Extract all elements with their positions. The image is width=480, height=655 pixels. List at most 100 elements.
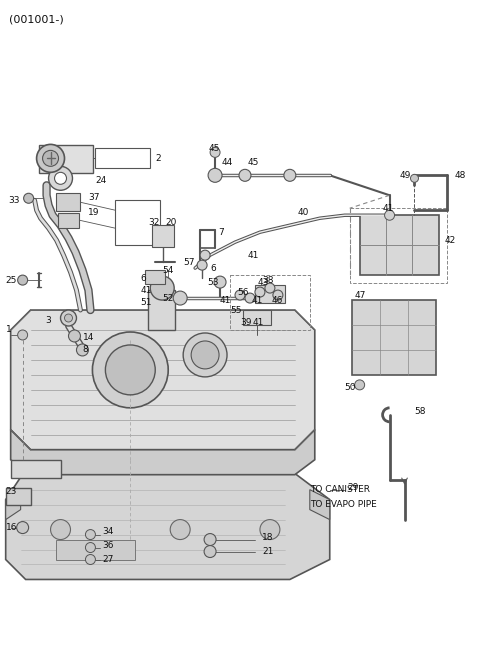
Bar <box>350 208 447 283</box>
Text: 16: 16 <box>6 523 17 532</box>
Text: 20: 20 <box>165 217 177 227</box>
Bar <box>255 285 285 303</box>
Text: 6: 6 <box>140 274 146 282</box>
Text: 39: 39 <box>240 318 252 326</box>
Circle shape <box>18 275 28 285</box>
Circle shape <box>55 172 67 184</box>
Text: 56: 56 <box>237 288 249 297</box>
Polygon shape <box>6 488 31 504</box>
Circle shape <box>204 546 216 557</box>
Circle shape <box>36 144 64 172</box>
Text: 48: 48 <box>455 171 466 180</box>
Circle shape <box>191 341 219 369</box>
Bar <box>352 300 436 375</box>
Circle shape <box>69 330 81 342</box>
Circle shape <box>43 151 59 166</box>
Text: 29: 29 <box>348 483 359 492</box>
Text: 36: 36 <box>102 541 114 550</box>
Circle shape <box>410 174 419 182</box>
Circle shape <box>284 170 296 181</box>
Circle shape <box>93 332 168 408</box>
Polygon shape <box>148 290 175 330</box>
Circle shape <box>170 519 190 540</box>
Text: 41: 41 <box>140 286 152 295</box>
Bar <box>152 225 174 247</box>
Text: 47: 47 <box>355 291 366 299</box>
Text: 23: 23 <box>6 487 17 496</box>
Text: 19: 19 <box>88 208 100 217</box>
Text: 3: 3 <box>46 316 51 324</box>
Circle shape <box>48 166 72 191</box>
Polygon shape <box>11 430 315 475</box>
Circle shape <box>200 250 210 260</box>
Text: 21: 21 <box>262 547 273 556</box>
Text: 44: 44 <box>222 158 233 167</box>
Text: TO CANISTER: TO CANISTER <box>310 485 370 494</box>
Circle shape <box>17 521 29 534</box>
Circle shape <box>204 534 216 546</box>
Text: 24: 24 <box>96 176 107 185</box>
Text: 42: 42 <box>444 236 456 245</box>
Circle shape <box>106 345 155 395</box>
Circle shape <box>214 276 226 288</box>
Bar <box>11 460 60 477</box>
Bar <box>243 310 271 325</box>
Polygon shape <box>11 310 315 450</box>
Text: 34: 34 <box>102 527 114 536</box>
Bar <box>96 149 150 168</box>
Text: 41: 41 <box>253 318 264 326</box>
Circle shape <box>208 168 222 182</box>
Text: 54: 54 <box>162 266 174 274</box>
Circle shape <box>210 147 220 157</box>
Circle shape <box>85 555 96 565</box>
Circle shape <box>235 290 245 300</box>
Circle shape <box>76 344 88 356</box>
Text: 41: 41 <box>383 204 394 213</box>
Bar <box>115 200 160 245</box>
Bar <box>145 270 165 284</box>
Polygon shape <box>310 490 330 519</box>
Text: 32: 32 <box>148 217 160 227</box>
Text: 33: 33 <box>9 196 20 205</box>
Circle shape <box>60 310 76 326</box>
Text: 7: 7 <box>218 228 224 236</box>
Bar <box>38 145 94 174</box>
Circle shape <box>265 283 275 293</box>
Text: 41: 41 <box>220 295 231 305</box>
Bar <box>56 193 81 212</box>
Circle shape <box>273 290 283 300</box>
Circle shape <box>260 519 280 540</box>
Text: 2: 2 <box>155 154 161 163</box>
Circle shape <box>18 330 28 340</box>
Text: (001001-): (001001-) <box>9 14 63 25</box>
Text: 14: 14 <box>83 333 94 343</box>
Text: TO EVAPO PIPE: TO EVAPO PIPE <box>310 500 376 509</box>
Text: 8: 8 <box>83 345 88 354</box>
Bar <box>230 275 310 330</box>
Text: 37: 37 <box>88 193 100 202</box>
Text: 38: 38 <box>262 276 274 285</box>
Circle shape <box>355 380 365 390</box>
Bar <box>58 214 80 228</box>
Text: 6: 6 <box>210 263 216 272</box>
Text: 1: 1 <box>6 326 12 335</box>
Circle shape <box>183 333 227 377</box>
Circle shape <box>85 530 96 540</box>
Circle shape <box>255 287 265 297</box>
Circle shape <box>64 314 72 322</box>
Circle shape <box>173 291 187 305</box>
Circle shape <box>245 293 255 303</box>
Text: 52: 52 <box>162 293 174 303</box>
Text: 40: 40 <box>298 208 309 217</box>
Text: 51: 51 <box>140 297 152 307</box>
Circle shape <box>24 193 34 203</box>
Circle shape <box>85 542 96 553</box>
Circle shape <box>150 276 174 300</box>
Text: 49: 49 <box>399 171 411 180</box>
Text: 50: 50 <box>345 383 356 392</box>
Text: 43: 43 <box>258 278 269 287</box>
Text: 27: 27 <box>102 555 114 564</box>
Text: 45: 45 <box>248 158 259 167</box>
Text: 57: 57 <box>183 257 195 267</box>
Text: 58: 58 <box>415 407 426 417</box>
